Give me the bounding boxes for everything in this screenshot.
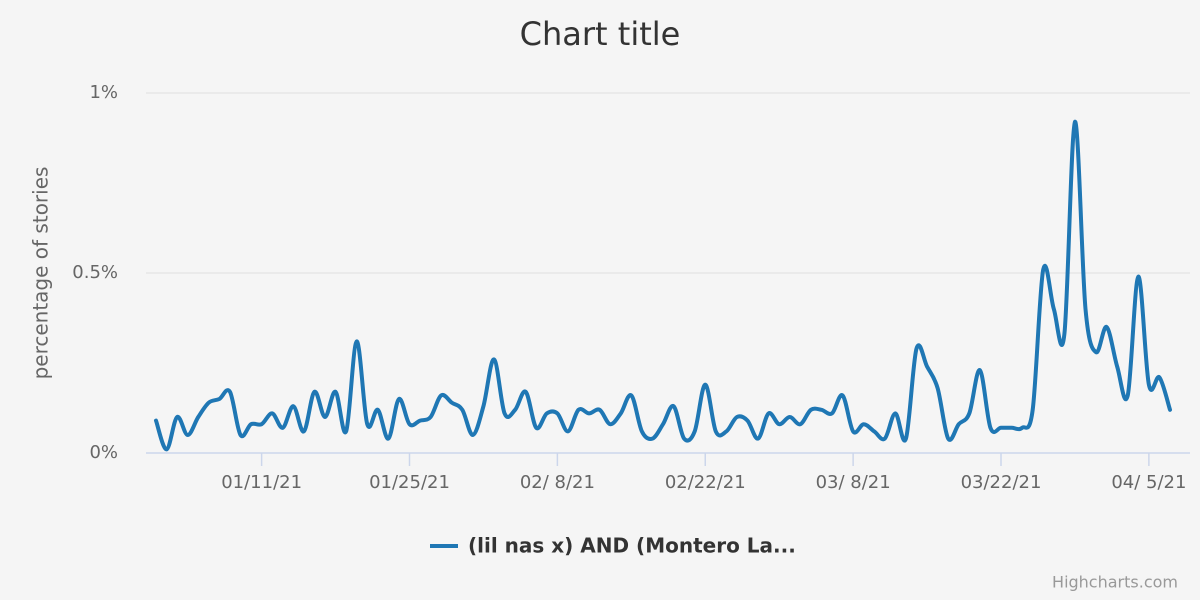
x-tick-label: 02/22/21: [665, 472, 746, 493]
y-tick-label: 0%: [89, 442, 118, 463]
credits[interactable]: Highcharts.com: [1052, 573, 1178, 592]
x-tick-label: 01/11/21: [221, 472, 302, 493]
x-tick-label: 03/22/21: [961, 472, 1042, 493]
y-tick-label: 0.5%: [72, 262, 118, 283]
x-tick-label: 04/ 5/21: [1111, 472, 1186, 493]
x-tick-label: 03/ 8/21: [816, 472, 891, 493]
y-tick-label: 1%: [89, 82, 118, 103]
series-line: [154, 119, 1172, 452]
x-tick-label: 01/25/21: [369, 472, 450, 493]
chart-title: Chart title: [520, 15, 681, 53]
x-tick-label: 02/ 8/21: [520, 472, 595, 493]
y-axis-title: percentage of stories: [29, 167, 53, 380]
legend-label[interactable]: (lil nas x) AND (Montero La...: [468, 534, 796, 558]
